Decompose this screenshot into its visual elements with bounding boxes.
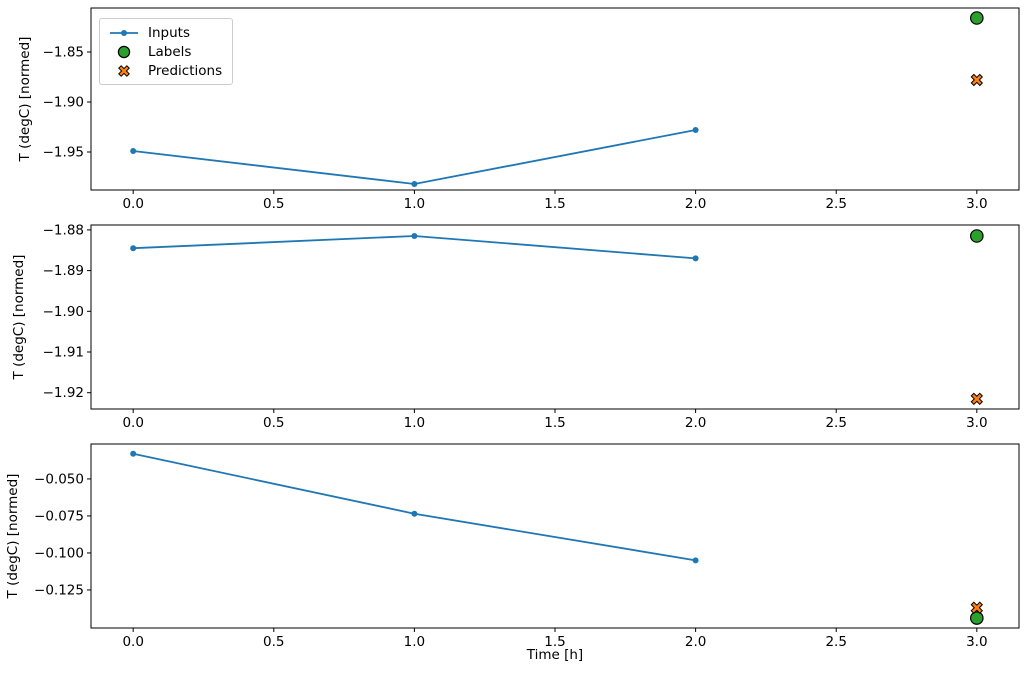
legend-item-labels: Labels <box>109 42 222 61</box>
x-tick-label: 3.0 <box>966 634 987 650</box>
subplot-1: 0.0 0.5 1.0 1.5 2.0 2.5 3.0 −1.85 −1.90 −1.95 <box>43 7 1020 212</box>
x-tick-label: 0.0 <box>122 196 143 212</box>
label-marker <box>970 611 984 625</box>
label-marker <box>970 11 984 25</box>
input-point-marker <box>130 245 137 252</box>
x-tick-label: 0.5 <box>263 196 284 212</box>
x-tick-label: 0.5 <box>263 415 284 431</box>
legend-label: Labels <box>148 43 192 60</box>
y-tick-label: −1.89 <box>43 263 84 279</box>
input-point-marker <box>130 148 137 154</box>
legend-label: Predictions <box>148 62 223 79</box>
x-tick-label: 1.0 <box>404 415 425 431</box>
x-tick-label: 1.5 <box>544 415 565 431</box>
prediction-marker <box>970 392 984 406</box>
y-tick-label: −1.88 <box>43 222 84 238</box>
x-axis-label: Time [h] <box>526 647 584 663</box>
x-tick-label: 2.5 <box>825 634 846 650</box>
axes-frame <box>90 443 1020 629</box>
legend-label: Inputs <box>148 24 190 41</box>
input-point-marker <box>130 450 137 457</box>
x-tick-label: 3.0 <box>966 415 987 431</box>
label-marker <box>970 229 984 243</box>
legend-circle <box>117 45 131 58</box>
subplot-2: 0.0 0.5 1.0 1.5 2.0 2.5 3.0 −1.88 −1.89 −1.90 −1.9… <box>43 222 1020 431</box>
legend-item-inputs: Inputs <box>109 23 222 42</box>
x-tick-label: 1.0 <box>404 634 425 650</box>
y-tick-label: −0.100 <box>34 545 84 561</box>
x-tick-label: 3.0 <box>966 196 987 212</box>
y-tick-label: −0.050 <box>34 471 84 487</box>
x-marker-glyph <box>118 64 130 77</box>
input-point-marker <box>411 232 418 239</box>
y-axis-label-subplot-2: T (degC) [normed] <box>11 254 27 380</box>
axes-frame <box>90 7 1020 191</box>
y-tick-label: −1.91 <box>43 345 84 361</box>
y-axis-label-subplot-1: T (degC) [normed] <box>17 36 33 162</box>
labels-legend-marker-icon <box>109 45 139 59</box>
input-point-marker <box>692 127 699 133</box>
predictions-legend-marker-icon <box>109 64 139 78</box>
axes-frame <box>90 224 1020 410</box>
x-tick-label: 2.0 <box>685 634 706 650</box>
line-dot-marker-glyph <box>110 29 138 36</box>
x-tick-label: 2.5 <box>825 196 846 212</box>
y-tick-label: −1.92 <box>43 385 84 401</box>
y-tick-label: −1.85 <box>43 45 84 61</box>
input-point-marker <box>411 181 418 187</box>
x-tick-label: 1.0 <box>404 196 425 212</box>
legend: Inputs Labels Predictions <box>99 18 234 85</box>
y-tick-label: −0.075 <box>34 508 84 524</box>
input-point-marker <box>411 510 418 517</box>
circle-marker-glyph <box>117 45 131 58</box>
y-tick-label: −1.95 <box>43 145 84 161</box>
subplot-3: 0.0 0.5 1.0 1.5 2.0 2.5 3.0 −0.050 −0.075 −0.100 −… <box>34 443 1020 650</box>
y-axis-label-subplot-3: T (degC) [normed] <box>5 473 21 599</box>
x-tick-label: 0.0 <box>122 415 143 431</box>
y-tick-label: −1.90 <box>43 304 84 320</box>
legend-item-predictions: Predictions <box>109 61 222 80</box>
inputs-legend-marker-icon <box>109 26 139 40</box>
x-tick-label: 0.0 <box>122 634 143 650</box>
input-point-marker <box>692 255 699 262</box>
y-tick-label: −0.125 <box>34 582 84 598</box>
prediction-marker <box>970 601 984 614</box>
prediction-marker <box>970 73 984 87</box>
x-tick-label: 2.0 <box>685 196 706 212</box>
x-tick-label: 1.5 <box>544 196 565 212</box>
legend-dot <box>121 29 127 36</box>
y-tick-label: −1.90 <box>43 95 84 111</box>
x-tick-label: 0.5 <box>263 634 284 650</box>
input-point-marker <box>692 557 699 564</box>
x-tick-label: 2.5 <box>825 415 846 431</box>
x-tick-label: 1.5 <box>544 634 565 650</box>
legend-x <box>118 64 130 77</box>
x-tick-label: 2.0 <box>685 415 706 431</box>
